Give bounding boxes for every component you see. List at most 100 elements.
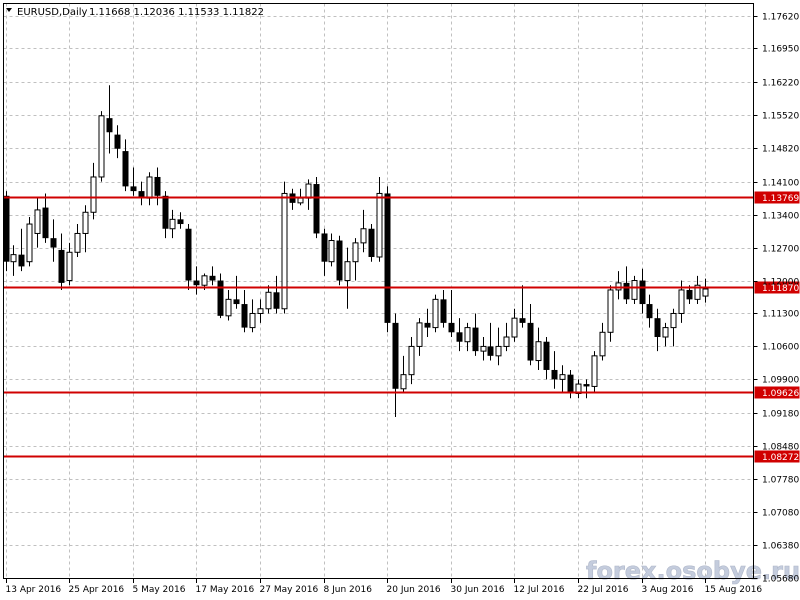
candle-body-bullish (90, 176, 97, 213)
candle-body-bullish (464, 327, 471, 343)
x-tick-label: 20 Jun 2016 (387, 585, 441, 595)
candle-body-bullish (360, 228, 367, 244)
level-price-label: 1.08272 (762, 453, 799, 463)
level-price-label: 1.09626 (762, 389, 799, 399)
candle-body-bullish (511, 317, 518, 338)
candle-body-bullish (146, 176, 153, 199)
candle-body-bearish (321, 233, 328, 262)
candle-body-bearish (336, 240, 343, 281)
y-tick-label: 1.07780 (762, 476, 799, 486)
candle-body-bullish (225, 298, 232, 317)
candle (360, 209, 367, 253)
candle (464, 322, 471, 352)
level-line-group: 1.11870 (3, 281, 800, 294)
level-price-tag (754, 281, 800, 294)
candle (265, 285, 272, 314)
candle-body-bullish (281, 192, 288, 310)
candle (487, 322, 494, 361)
y-tick-label: 1.13400 (762, 212, 799, 222)
candle-body-bullish (305, 183, 312, 199)
candle (472, 313, 479, 356)
candle (90, 162, 97, 220)
candle (503, 322, 510, 352)
candle (511, 308, 518, 342)
grid (3, 3, 754, 578)
candle (424, 308, 431, 338)
candle-body-bearish (313, 184, 320, 234)
candle-body-bullish (169, 218, 176, 230)
candle (646, 294, 653, 328)
candle-body-bullish (480, 345, 487, 352)
candle-body-bullish (662, 327, 669, 338)
candle-body-bullish (559, 374, 566, 380)
candle (559, 365, 566, 394)
candle-body-bearish (440, 299, 447, 323)
candle-body-bearish (368, 228, 375, 257)
candle-body-bullish (670, 312, 677, 329)
x-tick-label: 12 Jul 2016 (514, 585, 565, 595)
y-tick-label: 1.09900 (762, 376, 799, 386)
y-tick-label: 1.10600 (762, 343, 799, 353)
candle-body-bearish (106, 118, 113, 133)
candle (50, 219, 57, 262)
candle-body-bearish (646, 304, 653, 319)
candle (162, 191, 169, 239)
candle-body-bearish (519, 318, 526, 323)
candle-body-bullish (599, 331, 606, 357)
candle (233, 275, 240, 309)
candle-body-bullish (344, 261, 351, 282)
candle-body-bearish (138, 191, 145, 199)
x-tick-label: 27 May 2016 (260, 585, 319, 595)
candle (328, 233, 335, 267)
candle-body-bearish (193, 280, 200, 286)
candle-body-bullish (26, 223, 33, 263)
candles (3, 85, 709, 418)
y-tick-label: 1.16950 (762, 45, 799, 55)
candle (3, 191, 10, 272)
price-axis[interactable]: 1.17620 1.16950 1.16220 1.15520 1.14820 1.141… (753, 13, 800, 585)
candle (607, 285, 614, 342)
candle (615, 271, 622, 300)
candle-body-bullish (432, 298, 439, 329)
candle (392, 313, 399, 418)
candle-body-bullish (631, 280, 638, 300)
candle-body-bearish (273, 292, 280, 309)
candle (639, 268, 646, 314)
candle-body-bullish (66, 251, 73, 282)
candle (408, 337, 415, 385)
candle-body-bullish (495, 345, 502, 357)
candle-body-bearish (654, 318, 661, 338)
candle-body-bullish (376, 192, 383, 258)
candle (368, 224, 375, 262)
level-price-tag (754, 191, 800, 204)
candle (241, 289, 248, 333)
candle-body-bearish (18, 254, 25, 267)
candle-body-bullish (352, 242, 359, 263)
time-axis[interactable]: 13 Apr 2016 25 Apr 2016 5 May 2016 17 May 2… (6, 578, 763, 595)
candle-body-bearish (456, 332, 463, 342)
candle-body-bearish (527, 322, 534, 361)
triangle-down-icon[interactable] (6, 8, 12, 12)
candle (432, 294, 439, 333)
candle (416, 318, 423, 356)
candle (34, 198, 41, 248)
candle (154, 167, 161, 206)
candle-body-bearish (392, 322, 399, 389)
candle-body-bullish (328, 240, 335, 263)
candle-body-bearish (583, 384, 590, 387)
candle (169, 209, 176, 239)
candle-body-bearish (543, 341, 550, 370)
candle (257, 299, 264, 323)
candle (336, 235, 343, 286)
candle (702, 278, 709, 303)
x-tick-label: 22 Jul 2016 (578, 585, 629, 595)
candle-body-bullish (34, 209, 41, 234)
candle-body-bullish (10, 254, 17, 263)
candle-body-bullish (297, 197, 304, 204)
candle (623, 266, 630, 305)
y-tick-label: 1.11300 (762, 310, 799, 320)
candle (98, 111, 105, 182)
candle (10, 245, 17, 276)
y-tick-label: 1.08480 (762, 443, 799, 453)
